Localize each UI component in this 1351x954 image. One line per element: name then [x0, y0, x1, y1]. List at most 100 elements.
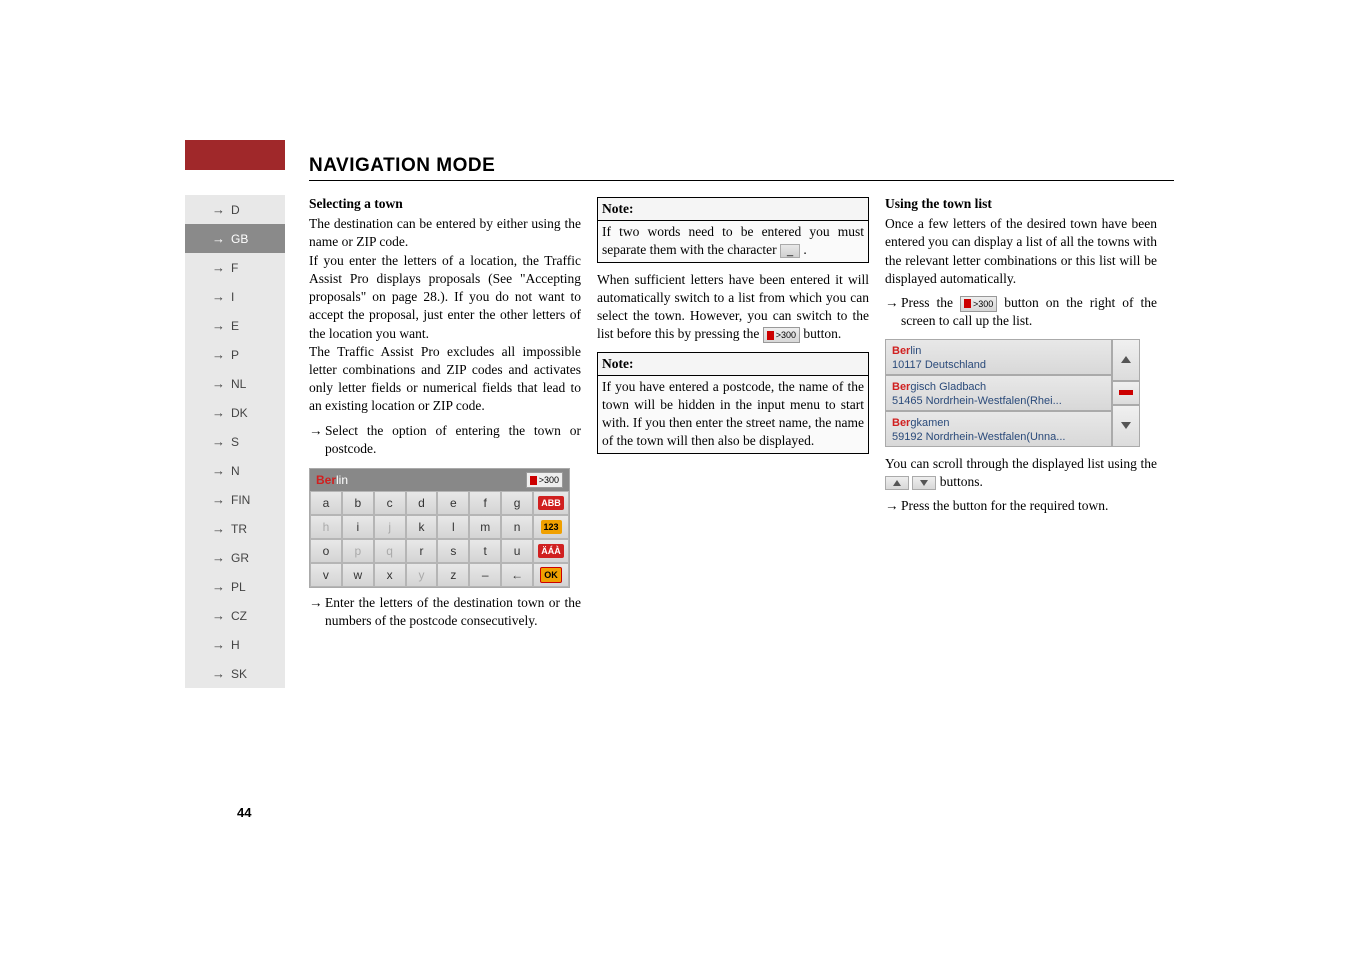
onscreen-keyboard: Berlin >300 abcdefgABBhijklmn123opqrstuÄ… [309, 468, 570, 588]
col3-instr1: Press the >300 button on the right of th… [885, 294, 1157, 330]
town-list-scroll [1112, 339, 1140, 447]
sidebar-item-sk[interactable]: →SK [185, 659, 285, 688]
page-title: NAVIGATION MODE [309, 155, 495, 177]
scroll-down-button[interactable] [1112, 405, 1140, 447]
sidebar-item-nl[interactable]: →NL [185, 369, 285, 398]
town-list-main: Berlin10117 DeutschlandBergisch Gladbach… [885, 339, 1112, 447]
key-x[interactable]: x [374, 563, 406, 587]
key-d[interactable]: d [406, 491, 438, 515]
key-side-1[interactable]: 123 [533, 515, 569, 539]
col3-p2: You can scroll through the displayed lis… [885, 455, 1157, 491]
key-f[interactable]: f [469, 491, 501, 515]
sidebar-item-label: D [231, 203, 240, 217]
sidebar-item-f[interactable]: →F [185, 253, 285, 282]
chevron-up-icon [1121, 356, 1131, 363]
sidebar-item-label: TR [231, 522, 247, 536]
sidebar-item-dk[interactable]: →DK [185, 398, 285, 427]
arrow-icon: → [212, 318, 225, 333]
sidebar-item-n[interactable]: →N [185, 456, 285, 485]
key-i[interactable]: i [342, 515, 374, 539]
underscore-key[interactable]: _ [780, 244, 800, 258]
keyboard-entry: Berlin [316, 472, 348, 488]
sidebar-item-label: S [231, 435, 239, 449]
sidebar-item-label: F [231, 261, 238, 275]
key-z[interactable]: z [437, 563, 469, 587]
sidebar-item-p[interactable]: →P [185, 340, 285, 369]
town-name: Bergisch Gladbach [892, 380, 1105, 395]
keyboard-row: abcdefgABB [310, 491, 569, 515]
sidebar-item-label: DK [231, 406, 248, 420]
note1-text-b: . [803, 242, 806, 257]
key-r[interactable]: r [406, 539, 438, 563]
col1-heading: Selecting a town [309, 195, 581, 213]
col3-instr2: Press the button for the required town. [885, 497, 1157, 515]
arrow-icon: → [212, 260, 225, 275]
town-list-item[interactable]: Bergisch Gladbach51465 Nordrhein-Westfal… [885, 375, 1112, 411]
key-a[interactable]: a [310, 491, 342, 515]
language-sidebar: →D→GB→F→I→E→P→NL→DK→S→N→FIN→TR→GR→PL→CZ→… [185, 195, 285, 688]
key-j: j [374, 515, 406, 539]
sidebar-item-d[interactable]: →D [185, 195, 285, 224]
key-side-0[interactable]: ABB [533, 491, 569, 515]
col3-heading: Using the town list [885, 195, 1157, 213]
sidebar-item-h[interactable]: →H [185, 630, 285, 659]
list-icon [767, 331, 774, 340]
key-side-2[interactable]: ÄÁÀ [533, 539, 569, 563]
key-–[interactable]: – [469, 563, 501, 587]
list-icon [964, 299, 971, 308]
key-v[interactable]: v [310, 563, 342, 587]
sidebar-item-tr[interactable]: →TR [185, 514, 285, 543]
arrow-icon: → [212, 434, 225, 449]
key-w[interactable]: w [342, 563, 374, 587]
sidebar-item-gr[interactable]: →GR [185, 543, 285, 572]
key-l[interactable]: l [437, 515, 469, 539]
arrow-icon: → [212, 289, 225, 304]
sidebar-item-pl[interactable]: →PL [185, 572, 285, 601]
key-k[interactable]: k [406, 515, 438, 539]
town-list-item[interactable]: Bergkamen59192 Nordrhein-Westfalen(Unna.… [885, 411, 1112, 447]
keyboard-entry-rest: lin [336, 473, 348, 487]
page-number: 44 [237, 805, 251, 820]
inline-list-button[interactable]: >300 [763, 327, 800, 343]
match-prefix: Ber [892, 417, 910, 429]
arrow-icon: → [212, 666, 225, 681]
sidebar-item-e[interactable]: →E [185, 311, 285, 340]
key-p: p [342, 539, 374, 563]
key-g[interactable]: g [501, 491, 533, 515]
note-box-1: Note: If two words need to be entered yo… [597, 197, 869, 263]
key-side-3[interactable]: OK [533, 563, 569, 587]
list-button-300[interactable]: >300 [526, 472, 563, 488]
sidebar-item-gb[interactable]: →GB [185, 224, 285, 253]
keyboard-row: opqrstuÄÁÀ [310, 539, 569, 563]
inline-scroll-down[interactable] [912, 476, 936, 490]
sidebar-item-cz[interactable]: →CZ [185, 601, 285, 630]
key-←[interactable]: ← [501, 563, 533, 587]
key-o[interactable]: o [310, 539, 342, 563]
key-b[interactable]: b [342, 491, 374, 515]
key-c[interactable]: c [374, 491, 406, 515]
key-m[interactable]: m [469, 515, 501, 539]
sidebar-item-s[interactable]: →S [185, 427, 285, 456]
inline-scroll-up[interactable] [885, 476, 909, 490]
key-s[interactable]: s [437, 539, 469, 563]
col1-instr2: Enter the letters of the destination tow… [309, 594, 581, 630]
key-u[interactable]: u [501, 539, 533, 563]
note1-body: If two words need to be entered you must… [597, 220, 869, 262]
key-t[interactable]: t [469, 539, 501, 563]
col1-p1: The destination can be entered by either… [309, 215, 581, 251]
chevron-down-icon [920, 480, 928, 486]
scroll-up-button[interactable] [1112, 339, 1140, 381]
town-subtitle: 10117 Deutschland [892, 358, 1105, 373]
sidebar-item-label: PL [231, 580, 246, 594]
sidebar-item-i[interactable]: →I [185, 282, 285, 311]
sidebar-item-fin[interactable]: →FIN [185, 485, 285, 514]
town-list-item[interactable]: Berlin10117 Deutschland [885, 339, 1112, 375]
p2-a: You can scroll through the displayed lis… [885, 456, 1157, 471]
arrow-icon: → [212, 608, 225, 623]
arrow-icon: → [212, 347, 225, 362]
key-n[interactable]: n [501, 515, 533, 539]
key-e[interactable]: e [437, 491, 469, 515]
sidebar-item-label: H [231, 638, 240, 652]
keyboard-body: abcdefgABBhijklmn123opqrstuÄÁÀvwxyz–←OK [310, 491, 569, 587]
inline-list-button-2[interactable]: >300 [960, 296, 997, 312]
